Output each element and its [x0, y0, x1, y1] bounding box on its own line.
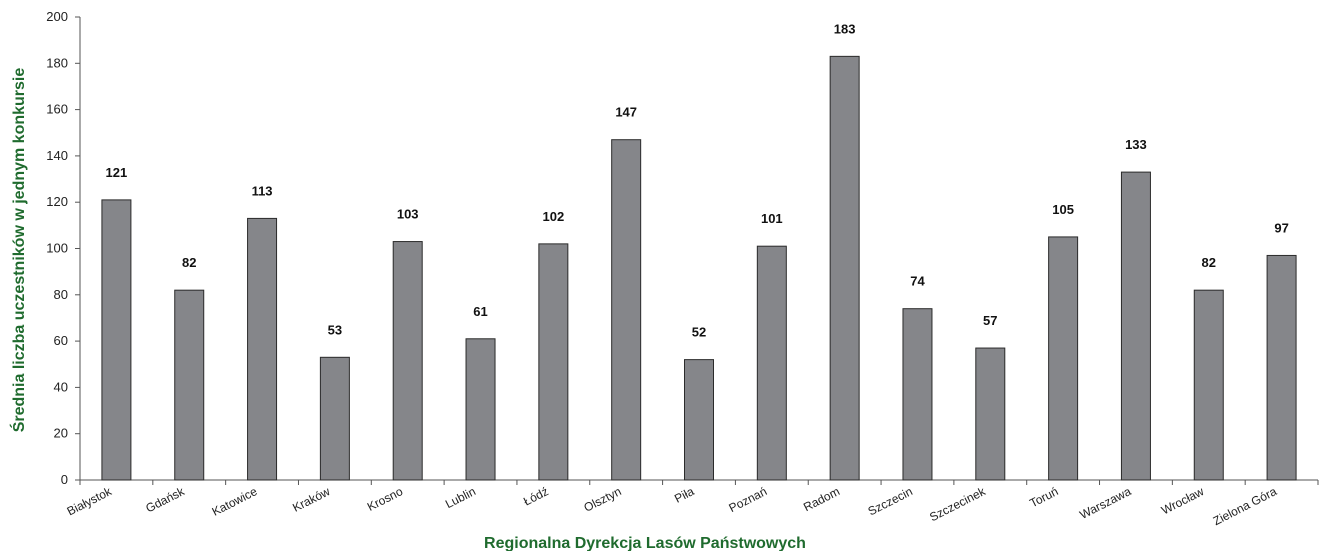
bar-16 [1266, 254, 1297, 481]
y-tick-label: 40 [54, 379, 68, 394]
category-label: Szczecinek [927, 484, 988, 524]
category-labels: Białystok Gdańsk Katowice Kraków Krosno Lubli… [65, 484, 1280, 528]
data-label: 97 [1274, 220, 1288, 235]
category-label: Toruń [1027, 484, 1060, 510]
category-label: Piła [672, 484, 696, 506]
bar-0 [101, 199, 132, 481]
data-label: 103 [397, 207, 419, 222]
bar-10 [829, 55, 860, 481]
category-label: Katowice [210, 484, 260, 519]
bar-14 [1120, 171, 1151, 481]
data-labels: 121 82 113 53 103 61 102 147 52 101 183 74 57 105 133 8… [106, 21, 1289, 339]
category-label: Szczecin [866, 484, 915, 518]
bar-7 [611, 139, 642, 481]
category-label: Łódź [521, 484, 551, 508]
bar-11 [902, 308, 933, 481]
category-label: Warszawa [1077, 484, 1133, 522]
data-label: 101 [761, 211, 783, 226]
category-label: Białystok [65, 484, 115, 519]
bar-4 [392, 241, 423, 481]
data-label: 74 [910, 274, 925, 289]
y-tick-label: 0 [61, 472, 68, 487]
data-label: 105 [1052, 202, 1074, 217]
data-label: 133 [1125, 137, 1147, 152]
data-label: 113 [252, 183, 273, 198]
y-tick-label: 80 [54, 287, 68, 302]
bars [101, 55, 1297, 481]
bar-12 [975, 347, 1006, 481]
data-label: 82 [182, 255, 196, 270]
category-label: Wrocław [1159, 484, 1206, 517]
y-tick-label: 20 [54, 426, 68, 441]
y-tick-label: 140 [46, 148, 68, 163]
y-tick-label: 120 [46, 194, 68, 209]
data-label: 57 [983, 313, 997, 328]
bar-6 [538, 243, 569, 481]
y-tick-label: 100 [46, 241, 68, 256]
data-label: 52 [692, 325, 706, 340]
data-label: 147 [615, 105, 637, 120]
category-label: Poznań [727, 484, 770, 515]
bar-13 [1048, 236, 1079, 481]
category-label: Gdańsk [143, 484, 187, 516]
data-label: 53 [328, 322, 342, 337]
category-label: Zielona Góra [1211, 484, 1279, 528]
data-label: 183 [834, 21, 856, 36]
category-label: Krosno [365, 484, 406, 514]
bar-15 [1193, 289, 1224, 481]
category-label: Olsztyn [582, 484, 624, 515]
data-label: 82 [1202, 255, 1216, 270]
bar-2 [247, 217, 278, 481]
y-tick-label: 60 [54, 333, 68, 348]
data-label: 61 [473, 304, 487, 319]
x-axis [79, 479, 1319, 485]
bar-1 [174, 289, 205, 481]
category-label: Kraków [290, 484, 332, 515]
data-label: 102 [543, 209, 565, 224]
bar-8 [684, 359, 714, 481]
y-tick-label: 200 [46, 9, 68, 24]
bar-3 [319, 356, 350, 481]
y-tick-label: 160 [46, 102, 68, 117]
y-axis-title: Średnia liczba uczestników w jednym konk… [9, 68, 28, 433]
bar-5 [465, 338, 496, 481]
y-axis: 0 20 40 60 80 100 120 140 160 180 200 [46, 9, 81, 487]
data-label: 121 [106, 165, 128, 180]
category-label: Radom [801, 484, 842, 514]
bar-9 [756, 245, 787, 481]
x-axis-title: Regionalna Dyrekcja Lasów Państwowych [484, 535, 806, 551]
category-label: Lublin [443, 484, 478, 511]
y-tick-label: 180 [46, 55, 68, 70]
